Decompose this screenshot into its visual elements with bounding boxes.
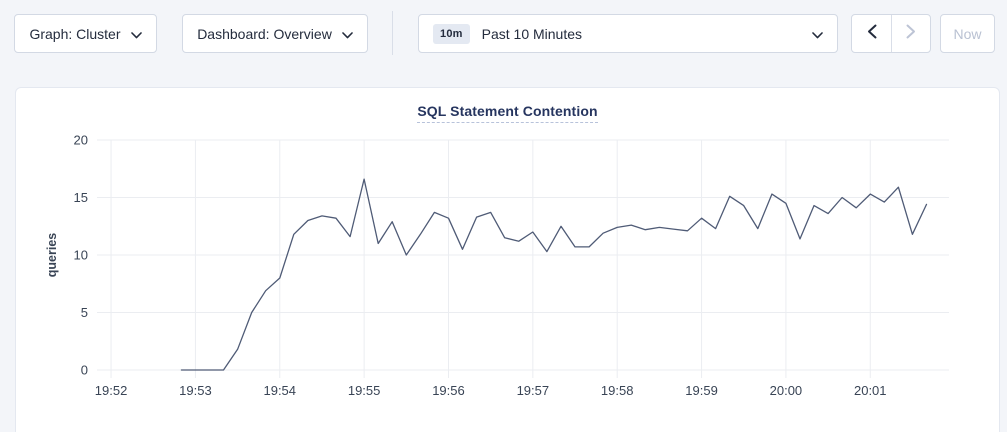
chevron-right-icon [906, 24, 916, 44]
time-range-label: Past 10 Minutes [481, 25, 583, 42]
svg-text:15: 15 [74, 190, 88, 205]
chevron-left-icon [867, 24, 877, 44]
time-range-picker[interactable]: 10m Past 10 Minutes [418, 14, 838, 53]
svg-text:19:56: 19:56 [432, 383, 465, 398]
svg-text:19:55: 19:55 [348, 383, 381, 398]
svg-text:10: 10 [74, 248, 88, 263]
chart-title[interactable]: SQL Statement Contention [417, 103, 598, 123]
svg-text:0: 0 [81, 363, 88, 378]
svg-text:19:54: 19:54 [263, 383, 296, 398]
svg-text:19:52: 19:52 [95, 383, 128, 398]
prev-range-button[interactable] [852, 15, 891, 52]
graph-dropdown-label: Graph: Cluster [29, 25, 121, 42]
dashboard-dropdown-label: Dashboard: Overview [197, 25, 332, 42]
next-range-button[interactable] [891, 15, 930, 52]
svg-text:20: 20 [74, 133, 88, 148]
sql-statement-contention-chart[interactable]: 0 5 10 15 20 19:52 19:53 19:54 19:55 19:56 19:57 19… [16, 88, 1001, 418]
toolbar-divider [392, 11, 393, 55]
toolbar: Graph: Cluster Dashboard: Overview 10m P… [0, 0, 1007, 70]
svg-text:19:59: 19:59 [685, 383, 718, 398]
time-range-badge: 10m [433, 23, 470, 44]
svg-text:queries: queries [45, 233, 59, 278]
chart-card: SQL Statement Contention 0 5 10 15 20 19:52 19… [15, 87, 1000, 432]
graph-dropdown[interactable]: Graph: Cluster [14, 14, 157, 53]
svg-text:5: 5 [81, 305, 88, 320]
svg-text:19:53: 19:53 [179, 383, 212, 398]
dashboard-dropdown[interactable]: Dashboard: Overview [182, 14, 368, 53]
svg-text:20:00: 20:00 [770, 383, 803, 398]
svg-text:20:01: 20:01 [854, 383, 887, 398]
chevron-down-icon [812, 26, 823, 42]
svg-text:19:57: 19:57 [517, 383, 550, 398]
chart-title-row: SQL Statement Contention [16, 103, 999, 125]
now-button-label: Now [953, 25, 982, 42]
time-range-step-group [851, 14, 931, 53]
svg-text:19:58: 19:58 [601, 383, 634, 398]
chevron-down-icon [130, 26, 142, 42]
chevron-down-icon [342, 26, 353, 42]
now-button[interactable]: Now [940, 14, 995, 53]
